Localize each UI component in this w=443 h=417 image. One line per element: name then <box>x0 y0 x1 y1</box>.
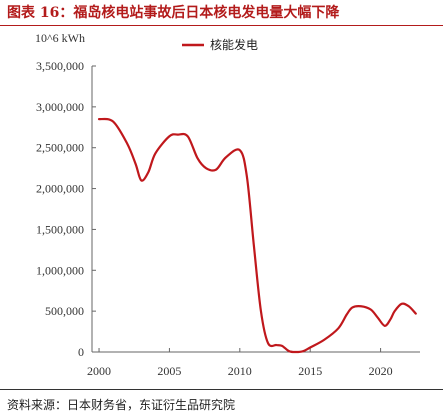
source-divider <box>0 389 443 390</box>
y-tick-label: 3,500,000 <box>36 59 84 73</box>
x-tick-label: 2020 <box>369 364 393 378</box>
y-tick-label: 1,500,000 <box>36 222 84 236</box>
y-tick-label: 2,500,000 <box>36 141 84 155</box>
legend-label: 核能发电 <box>210 37 258 52</box>
figure-title: 图表 16：福岛核电站事故后日本核电发电量大幅下降 <box>7 5 340 21</box>
x-tick-label: 2005 <box>157 364 181 378</box>
x-tick-label: 2010 <box>228 364 252 378</box>
y-tick-label: 1,000,000 <box>36 263 84 277</box>
y-tick-label: 500,000 <box>45 304 84 318</box>
x-tick-label: 2000 <box>87 364 111 378</box>
y-tick-label: 3,000,000 <box>36 100 84 114</box>
y-tick-label: 2,000,000 <box>36 182 84 196</box>
y-unit-label: 10^6 kWh <box>35 31 85 45</box>
y-tick-label: 0 <box>78 345 84 359</box>
series-line-nuclear <box>97 117 417 354</box>
title-underline <box>0 25 443 26</box>
x-tick-label: 2015 <box>298 364 322 378</box>
figure-source: 资料来源：日本财务省，东证衍生品研究院 <box>7 398 236 412</box>
